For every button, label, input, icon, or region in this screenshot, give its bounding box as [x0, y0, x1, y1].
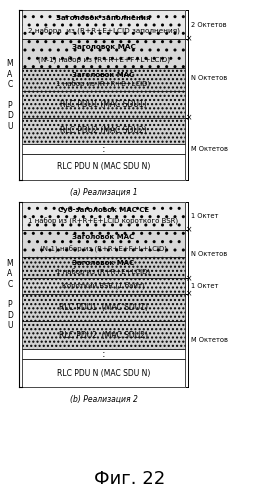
Bar — [22, 230, 185, 257]
Text: 1 набор из (R+R+E+LCID): 1 набор из (R+R+E+LCID) — [56, 269, 151, 276]
Bar — [22, 39, 185, 68]
Text: Короткий BSR (1 байт): Короткий BSR (1 байт) — [62, 282, 145, 290]
Text: 1 Октет: 1 Октет — [191, 213, 218, 219]
Text: Фиг. 22: Фиг. 22 — [94, 470, 166, 488]
Text: 2 набора  из (R+R+E+LCID заполнения): 2 набора из (R+R+E+LCID заполнения) — [28, 27, 179, 34]
Text: ×: × — [186, 289, 192, 298]
Text: RLC PDU N (MAC SDU N): RLC PDU N (MAC SDU N) — [57, 162, 150, 171]
Text: RLC PDU1 (MAC SDU1): RLC PDU1 (MAC SDU1) — [60, 100, 147, 109]
Text: N Октетов: N Октетов — [191, 251, 227, 257]
Text: M
A
C

P
D
U: M A C P D U — [7, 259, 13, 330]
Bar — [22, 294, 185, 321]
Bar — [22, 202, 185, 230]
Text: ×: × — [186, 113, 192, 122]
Text: Суб-заголовок MAC CE: Суб-заголовок MAC CE — [58, 207, 149, 213]
Text: RLC PDU2  (MAC SDU2): RLC PDU2 (MAC SDU2) — [59, 331, 148, 340]
Bar — [22, 10, 185, 39]
Text: RLC PDU1  (MAC SDU1): RLC PDU1 (MAC SDU1) — [59, 303, 148, 312]
Bar — [22, 68, 185, 91]
Text: (N-1) набор из (R+R+E+F+L+LCID): (N-1) набор из (R+R+E+F+L+LCID) — [37, 56, 170, 64]
Text: 2 Октетов: 2 Октетов — [191, 21, 227, 27]
Text: Заголовок MAC: Заголовок MAC — [73, 234, 135, 241]
Bar — [22, 349, 185, 360]
Text: (N-1) набор из (R+R+E+F+L+LCID): (N-1) набор из (R+R+E+F+L+LCID) — [40, 246, 167, 253]
Text: Заголовок MAC: Заголовок MAC — [73, 72, 135, 78]
Text: 1 Октет: 1 Октет — [191, 283, 218, 289]
Bar — [22, 154, 185, 180]
Text: ×: × — [186, 274, 192, 283]
Bar — [22, 118, 185, 144]
Text: ×: × — [186, 225, 192, 234]
Text: Заголовок MAC: Заголовок MAC — [72, 44, 135, 50]
Text: ×: × — [186, 34, 192, 43]
Bar — [22, 144, 185, 154]
Text: :: : — [102, 349, 105, 359]
Text: (b) Реализация 2: (b) Реализация 2 — [70, 395, 138, 404]
Text: N Октетов: N Октетов — [191, 75, 227, 81]
Bar — [22, 360, 185, 387]
Text: M
A
C

P
D
U: M A C P D U — [7, 59, 13, 130]
Text: М Октетов: М Октетов — [191, 337, 228, 343]
Text: М Октетов: М Октетов — [191, 146, 228, 152]
Bar — [22, 91, 185, 118]
Text: Заголовок MAC: Заголовок MAC — [73, 260, 135, 266]
Text: (a) Реализация 1: (a) Реализация 1 — [70, 188, 137, 197]
Text: 1 набор из (R+R+E+LCID): 1 набор из (R+R+E+LCID) — [56, 81, 151, 89]
Bar — [22, 257, 185, 278]
Text: RLC PDU N (MAC SDU N): RLC PDU N (MAC SDU N) — [57, 369, 150, 378]
Bar — [22, 278, 185, 294]
Text: 1 набор из (R+R+E+LCID короткого BSR): 1 набор из (R+R+E+LCID короткого BSR) — [28, 218, 179, 226]
Text: Заголовок заполнения: Заголовок заполнения — [56, 15, 151, 21]
Text: :: : — [102, 144, 105, 154]
Bar — [22, 321, 185, 349]
Text: RLC PDU2 (MAC SDU2): RLC PDU2 (MAC SDU2) — [60, 126, 147, 135]
